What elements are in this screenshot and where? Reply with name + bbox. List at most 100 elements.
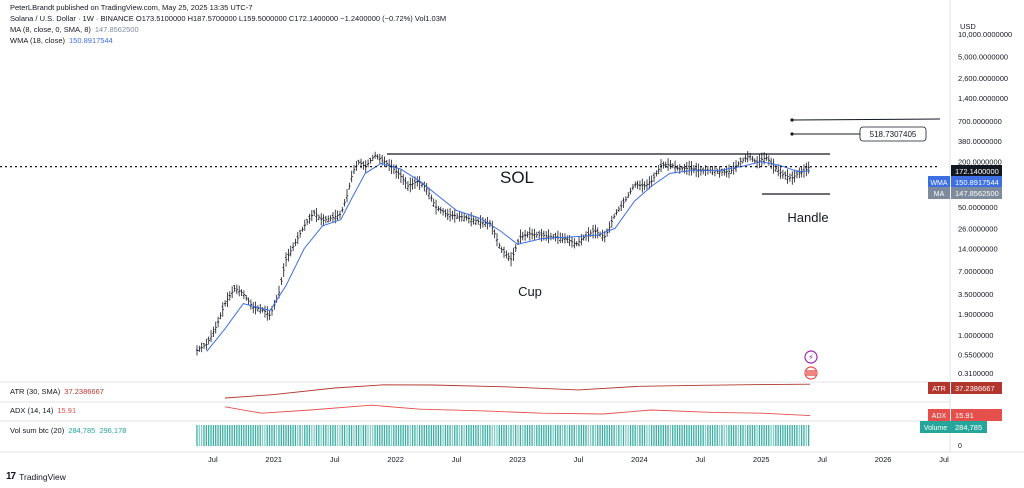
volume-bar [343, 425, 346, 446]
volume-bar [198, 425, 200, 446]
volume-bar [372, 425, 374, 446]
ma-legend[interactable]: MA (8, close, 0, SMA, 8) 147.8562500 [10, 25, 139, 34]
volume-bar [379, 425, 381, 446]
atr-tag-label-bg [928, 382, 950, 394]
volume-bar [772, 425, 775, 446]
adx-legend[interactable]: ADX (14, 14) 15.91 [10, 406, 76, 415]
volume-bar [747, 425, 749, 446]
adx-value: 15.91 [57, 406, 77, 415]
volume-bar [730, 425, 732, 446]
volume-bar [543, 425, 545, 446]
price-tick-label: 700.0000000 [958, 117, 1002, 126]
volume-bar [367, 425, 369, 446]
volume-bar [763, 425, 765, 446]
vol-value-1: 284,785 [68, 426, 96, 435]
volume-bar [716, 425, 718, 446]
volume-bar [742, 425, 744, 446]
volume-bar [327, 425, 329, 446]
volume-bar [437, 425, 439, 446]
time-tick-label: 2024 [631, 455, 648, 464]
wma-tag-value: 150.8917544 [955, 178, 999, 187]
volume-bar [695, 425, 697, 446]
volume-bar [775, 425, 777, 446]
wma-tag-label: WMA [930, 180, 947, 187]
time-tick-label: Jul [939, 455, 949, 464]
volume-bar [472, 425, 475, 446]
price-tick-label: 26.0000000 [958, 224, 998, 233]
volume-bar [608, 425, 611, 446]
volume-bar [751, 425, 754, 446]
volume-tag-label-bg [920, 421, 951, 433]
volume-bar [278, 425, 280, 446]
volume-bar [791, 425, 793, 446]
volume-bar [786, 425, 789, 446]
volume-bar [447, 425, 449, 446]
ma-tag-bg [951, 187, 1002, 199]
currency-label: USD [960, 22, 976, 31]
time-tick-label: Jul [696, 455, 706, 464]
volume-bar [358, 425, 360, 446]
volume-bar [215, 425, 217, 446]
volume-bar [686, 425, 688, 446]
volume-bar [540, 425, 543, 446]
annotation-cup: Cup [518, 284, 542, 299]
time-tick-label: Jul [817, 455, 827, 464]
volume-bar [414, 425, 416, 446]
volume-bar [517, 425, 519, 446]
atr-legend[interactable]: ATR (30, SMA) 37.2386667 [10, 387, 104, 396]
volume-bar [793, 425, 796, 446]
symbol-line[interactable]: Solana / U.S. Dollar · 1W · BINANCE O173… [10, 14, 447, 23]
volume-bar [247, 425, 250, 446]
volume-bar [749, 425, 751, 446]
annotations: SOL Cup Handle ⚡ [500, 168, 829, 380]
tradingview-logo-icon: 17 [6, 471, 16, 482]
atr-tag-bg [951, 382, 1002, 394]
volume-bar [655, 425, 657, 446]
volume-bar [768, 425, 770, 446]
volume-bar [611, 425, 613, 446]
volume-bar [435, 425, 437, 446]
volume-bar [430, 425, 432, 446]
volume-bar [627, 425, 629, 446]
volume-bar [657, 425, 660, 446]
volume-bar [704, 425, 707, 446]
volume-bar [512, 425, 514, 446]
volume-bar [491, 425, 493, 446]
volume-bar [231, 425, 233, 446]
volume-bar [229, 425, 231, 446]
volume-bar [334, 425, 336, 446]
sub-axis-tick: 0 [958, 443, 962, 450]
volume-bar [740, 425, 742, 446]
volume-bar [545, 425, 547, 446]
price-tick-label: 3.5000000 [958, 290, 993, 299]
volume-bar [388, 425, 390, 446]
volume-bar [538, 425, 540, 446]
price-tick-label: 2,600.0000000 [958, 74, 1008, 83]
volume-bar [665, 425, 667, 446]
volume-bar [683, 425, 686, 446]
ma-label: MA (8, close, 0, SMA, 8) [10, 25, 91, 34]
volume-bar [533, 425, 536, 446]
volume-bar [449, 425, 451, 446]
volume-bar [320, 425, 322, 446]
price-tick-label: 0.3100000 [958, 369, 993, 378]
volume-bar [629, 425, 632, 446]
vol-legend[interactable]: Vol sum btc (20) 284,785 296,178 [10, 426, 126, 435]
target-measure-handle [790, 132, 794, 136]
volume-bar [636, 425, 639, 446]
volume-bar [383, 425, 386, 446]
volume-bar [620, 425, 622, 446]
lightning-glyph: ⚡ [808, 353, 814, 362]
volume-bar [376, 425, 379, 446]
volume-bar [440, 425, 442, 446]
vol-value-2: 296,178 [99, 426, 127, 435]
volume-bar [390, 425, 393, 446]
tradingview-logo[interactable]: 17 TradingView [6, 471, 66, 482]
wma-legend[interactable]: WMA (18, close) 150.8917544 [10, 36, 113, 45]
time-tick-label: Jul [574, 455, 584, 464]
volume-bar [219, 425, 222, 446]
wma-label: WMA (18, close) [10, 36, 66, 45]
volume-bar [714, 425, 716, 446]
volume-bar [674, 425, 676, 446]
